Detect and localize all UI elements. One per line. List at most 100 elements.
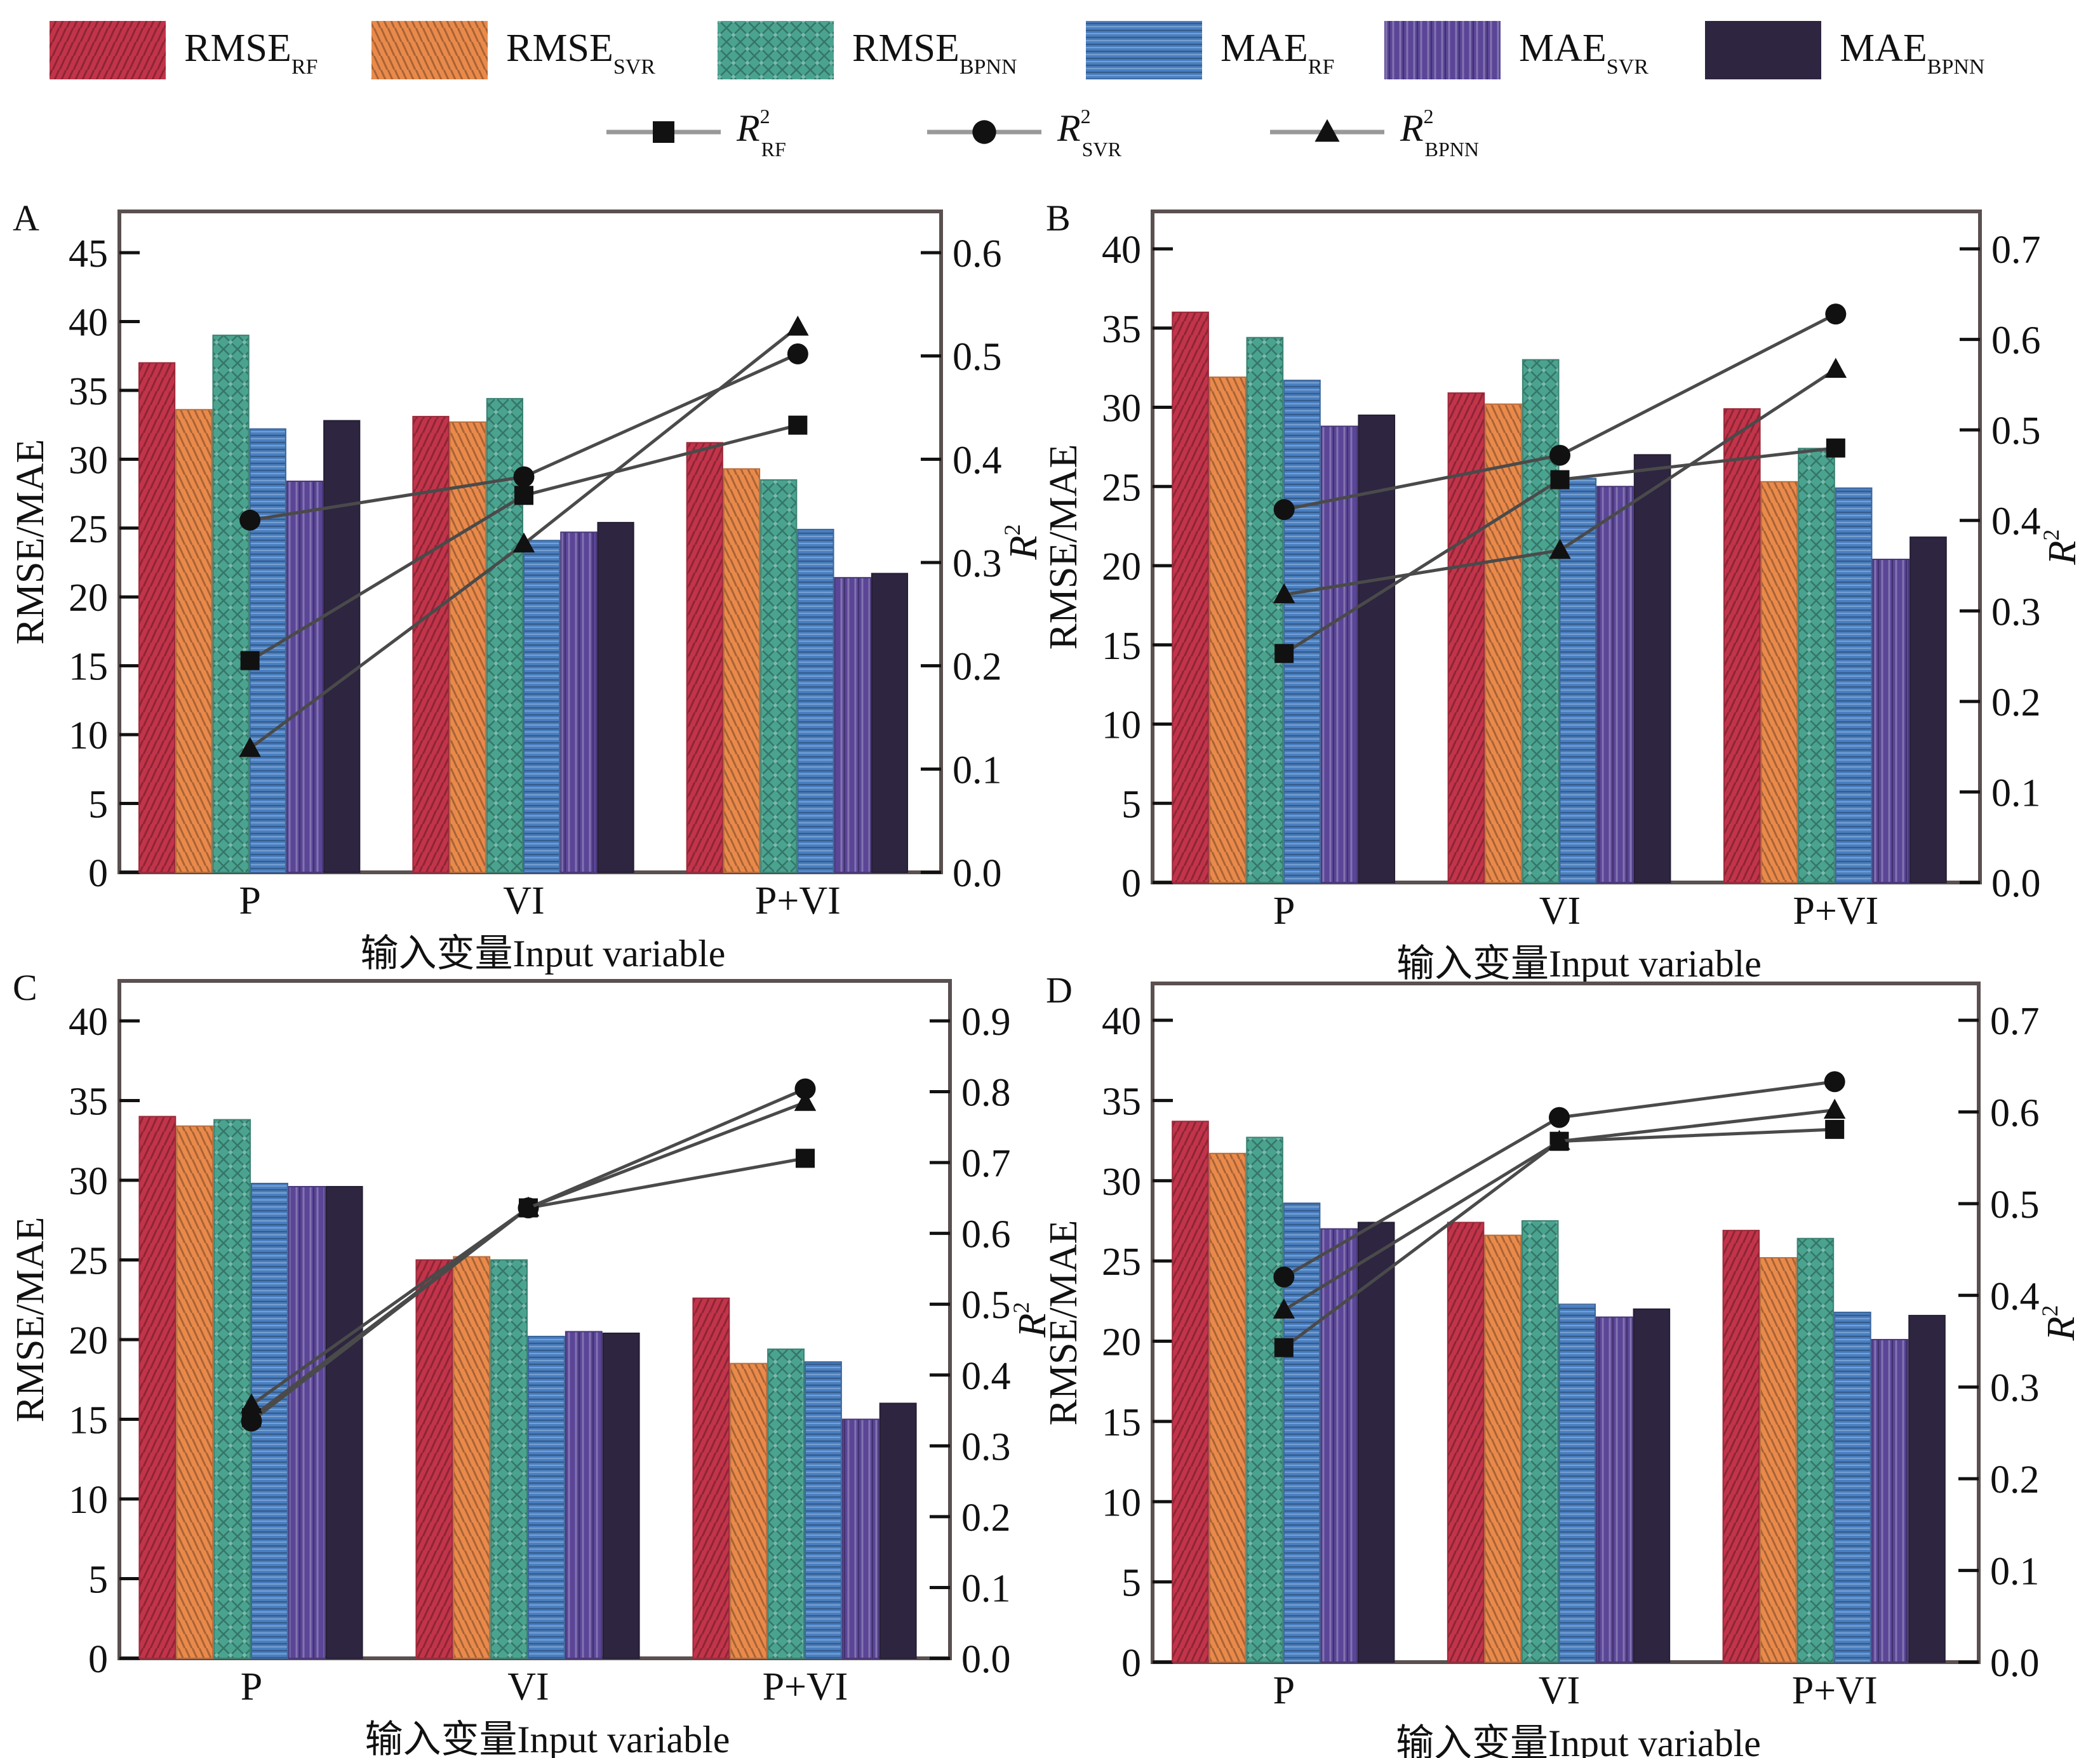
y-tick-label: 15 [1102,625,1141,668]
y-axis-label: RMSE/MAE [1042,444,1085,650]
line-series-r2-bpnn [240,1091,817,1414]
legend-swatch-rmse_svr [371,21,488,79]
y2-tick-label: 0.2 [1990,1458,2040,1502]
legend-label-rmse_rf: RMSERF [184,27,318,79]
bar-mae-svr [560,531,598,873]
x-tick-label: VI [1539,1669,1580,1712]
circle-marker-icon [1273,1266,1295,1288]
y-tick-label: 20 [69,576,108,620]
bar-mae-rf [523,540,561,873]
y2-tick-label: 0.8 [961,1072,1011,1115]
bar-rmse-rf [692,1297,730,1659]
y-tick-label: 25 [69,508,108,551]
x-tick-label: P [241,1665,262,1708]
bar-rmse-svr [1208,1152,1247,1663]
legend-label-mae_svr: MAESVR [1519,27,1649,79]
legend-item-mae_svr: MAESVR [1384,21,1649,79]
circle-marker-icon [1549,444,1570,466]
y-tick-label: 40 [1102,229,1141,272]
square-marker-icon [1825,1119,1845,1139]
bar-rmse-svr [1760,481,1798,883]
y-tick-label: 35 [1102,1080,1141,1123]
bar-mae-rf [528,1335,565,1659]
panel-label: B [1046,197,1071,239]
y2-tick-label: 0.4 [1990,1275,2040,1318]
category-group [412,397,634,873]
y-tick-label: 5 [88,783,108,827]
panels: A 0 5 10 15 20 25 30 35 40 45 0.0 0.1 0.2 0.3 0.4 0.5 0.6… [9,197,2084,1758]
legend-label-r2_rf: R2 RF [736,105,786,161]
bar-rmse-rf [138,362,176,873]
category-group [692,1297,917,1660]
y2-tick-label: 0.4 [961,1355,1011,1398]
legend-item-mae_rf: MAERF [1086,21,1334,79]
y-tick-label: 35 [69,370,108,413]
circle-marker-icon [1824,1071,1845,1093]
triangle-marker-icon [239,736,261,757]
y2-tick-label: 0.6 [1990,1091,2040,1135]
category-group [686,442,909,874]
bar-mae-bpnn [597,522,634,873]
square-marker-icon [240,651,260,670]
line-series-r2-rf [240,415,808,670]
y-tick-label: 0 [1121,862,1141,905]
y2-tick-label: 0.6 [953,232,1002,276]
square-marker-icon [1274,1338,1294,1357]
bar-mae-svr [841,1418,879,1659]
line-series-r2-bpnn [239,316,809,757]
bar-rmse-bpnn [1521,359,1560,883]
bar-rmse-rf [686,442,723,873]
bar-rmse-bpnn [1796,1237,1835,1663]
x-tick-label: VI [503,879,544,922]
y2-tick-label: 0.0 [1990,1642,2040,1685]
bar-mae-svr [1596,1316,1633,1663]
category-group [415,1256,640,1659]
y-axis-label: RMSE/MAE [1042,1220,1085,1426]
x-tick-label: VI [1539,889,1581,933]
y2-tick-label: 0.4 [1991,500,2041,543]
y2-tick-label: 0.1 [961,1567,1011,1610]
x-axis-label: 输入变量Input variable [1396,1722,1761,1758]
circle-marker-icon [1825,303,1847,325]
bar-mae-bpnn [871,573,909,874]
y-tick-label: 5 [1121,783,1141,826]
category-group [1172,1121,1395,1663]
square-marker-icon [1826,438,1845,458]
bar-rmse-svr [176,1125,214,1660]
bar-mae-bpnn [1357,1222,1395,1663]
bar-rmse-bpnn [1246,336,1284,883]
y-tick-label: 35 [69,1081,108,1124]
legend-label-r2_svr: R2 SVR [1057,105,1122,161]
y-tick-label: 40 [1102,1000,1141,1043]
bar-rmse-bpnn [1798,448,1835,883]
circle-marker-icon [1549,1107,1570,1128]
bar-rmse-bpnn [213,1119,251,1659]
y-tick-label: 40 [69,1001,108,1044]
bar-rmse-bpnn [1521,1220,1559,1663]
x-tick-label: P [1273,889,1295,933]
bar-mae-bpnn [602,1332,640,1659]
y2-tick-label: 0.3 [961,1425,1011,1468]
x-tick-label: P [239,879,260,922]
panel-label: C [13,967,37,1008]
legend-swatch-rmse_bpnn [718,21,834,79]
legend-label-rmse_bpnn: RMSEBPNN [852,27,1017,79]
bar-rmse-svr [1484,1234,1521,1663]
legend-swatch-mae_bpnn [1705,21,1821,79]
circle-marker-icon [787,343,808,364]
circle-marker-icon [239,509,261,531]
legend-swatch-mae_rf [1086,21,1202,79]
triangle-marker-icon [1549,538,1571,559]
bar-rmse-svr [449,421,486,873]
legend-label-mae_rf: MAERF [1221,27,1334,79]
y-tick-label: 0 [88,1638,108,1681]
legend-label-rmse_svr: RMSESVR [506,27,655,79]
line-series-r2-svr [239,343,808,531]
category-group [138,1115,363,1660]
y2-tick-label: 0.5 [961,1284,1011,1327]
y2-axis-label: R2 [1000,524,1045,561]
panel-B: B 0 5 10 15 20 25 30 35 40 0.0 0.1 0.2 0.3 0.4 0.5 0.6 0.… [1042,197,2084,985]
y2-tick-label: 0.4 [953,439,1002,482]
y-tick-label: 30 [1102,1161,1141,1204]
panel-label: D [1046,969,1073,1011]
